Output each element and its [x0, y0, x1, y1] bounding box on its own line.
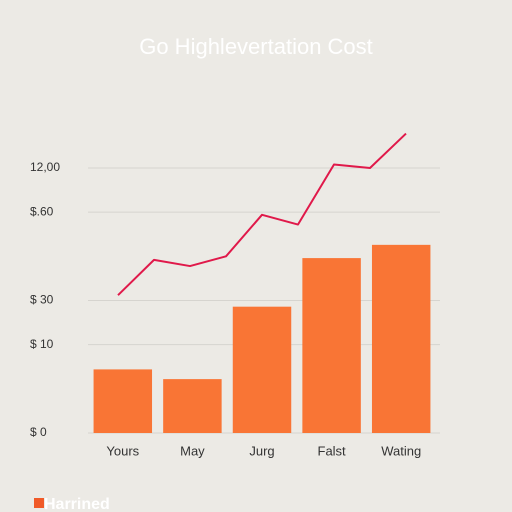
y-tick-label: $ 0: [30, 425, 47, 439]
bar: [371, 244, 431, 433]
x-tick-label: Jurg: [249, 443, 274, 458]
y-tick-label: $.60: [30, 204, 54, 218]
x-tick-label: Falst: [318, 443, 347, 458]
x-tick-label: May: [180, 443, 205, 458]
x-tick-label: Wating: [381, 443, 421, 458]
bar: [93, 369, 153, 433]
bar: [232, 306, 292, 433]
watermark: Harrined: [44, 496, 110, 512]
x-tick-label: Yours: [106, 443, 139, 458]
y-tick-label: $ 10: [30, 337, 54, 351]
y-tick-label: 12,00: [30, 160, 60, 174]
chart-title: Go Highlevertation Cost: [139, 34, 373, 59]
y-tick-label: $ 30: [30, 293, 54, 307]
logo-mark: [34, 498, 44, 508]
bar: [302, 258, 361, 433]
bar: [163, 379, 222, 433]
trend-line: [117, 132, 407, 296]
